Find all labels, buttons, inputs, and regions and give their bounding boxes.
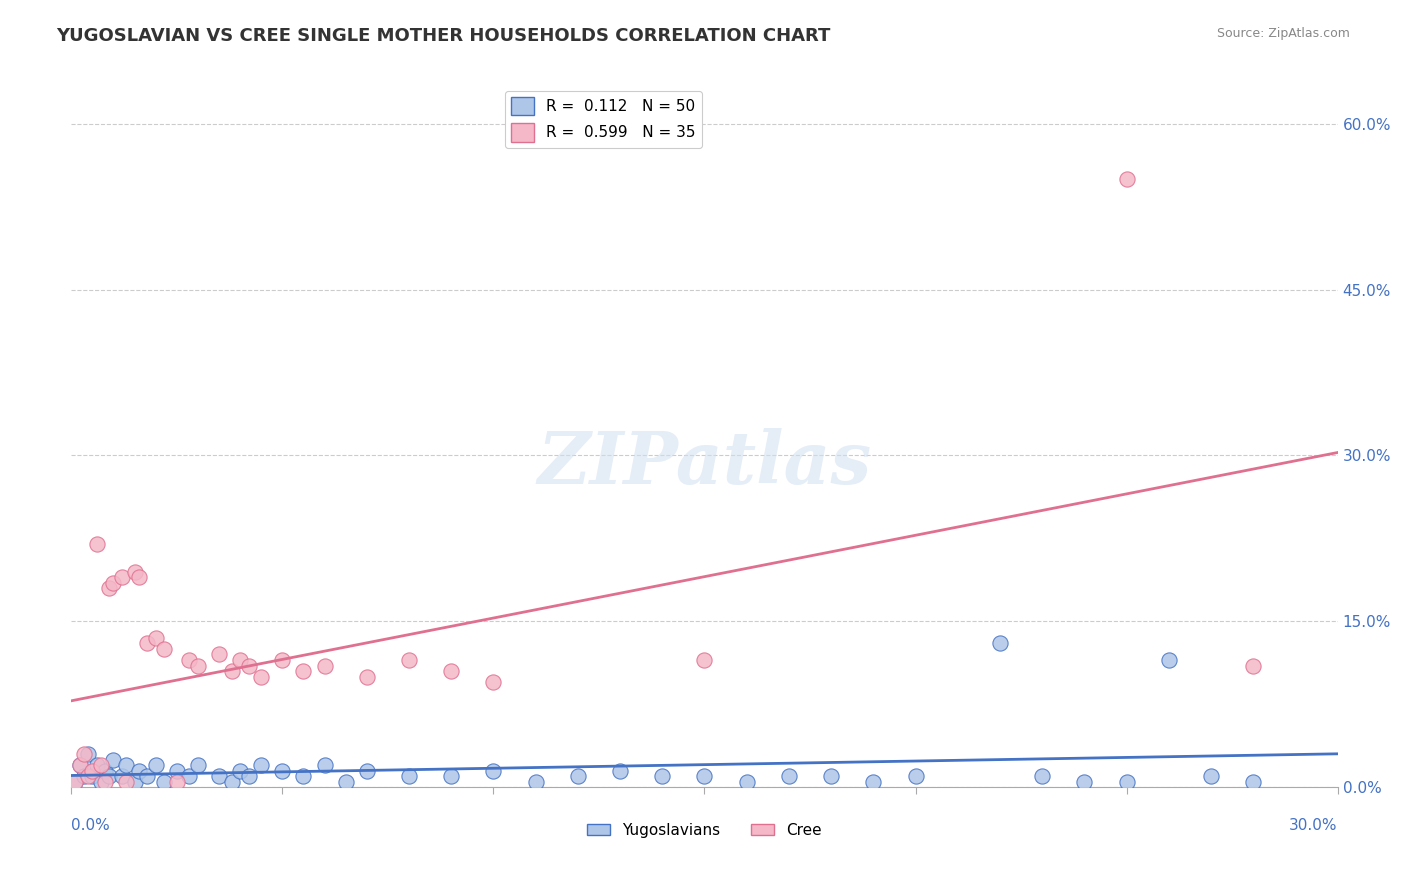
Point: [153, 642, 176, 657]
Point: [314, 658, 336, 673]
Point: [693, 653, 716, 667]
Point: [221, 664, 243, 678]
Point: [238, 769, 260, 783]
Text: 0.0%: 0.0%: [72, 818, 110, 833]
Point: [111, 769, 134, 783]
Point: [292, 769, 315, 783]
Point: [77, 747, 100, 761]
Point: [128, 570, 150, 584]
Point: [208, 769, 231, 783]
Point: [98, 769, 121, 783]
Point: [1241, 658, 1264, 673]
Point: [567, 769, 589, 783]
Point: [482, 675, 505, 690]
Point: [90, 758, 112, 772]
Point: [988, 636, 1011, 650]
Point: [65, 774, 87, 789]
Point: [221, 774, 243, 789]
Point: [398, 653, 420, 667]
Point: [1115, 172, 1137, 186]
Point: [115, 774, 138, 789]
Point: [735, 774, 758, 789]
Point: [229, 653, 252, 667]
Point: [250, 670, 273, 684]
Point: [292, 664, 315, 678]
Text: Source: ZipAtlas.com: Source: ZipAtlas.com: [1216, 27, 1350, 40]
Point: [103, 752, 125, 766]
Point: [86, 758, 108, 772]
Text: YUGOSLAVIAN VS CREE SINGLE MOTHER HOUSEHOLDS CORRELATION CHART: YUGOSLAVIAN VS CREE SINGLE MOTHER HOUSEH…: [56, 27, 831, 45]
Point: [1199, 769, 1222, 783]
Point: [103, 575, 125, 590]
Point: [208, 648, 231, 662]
Point: [179, 769, 201, 783]
Point: [124, 565, 146, 579]
Point: [820, 769, 842, 783]
Point: [904, 769, 927, 783]
Point: [440, 769, 463, 783]
Point: [1073, 774, 1095, 789]
Point: [98, 581, 121, 595]
Point: [356, 670, 378, 684]
Point: [862, 774, 884, 789]
Point: [94, 764, 117, 778]
Point: [693, 769, 716, 783]
Point: [609, 764, 631, 778]
Point: [153, 774, 176, 789]
Point: [124, 774, 146, 789]
Text: 30.0%: 30.0%: [1289, 818, 1337, 833]
Point: [187, 758, 209, 772]
Text: ZIPatlas: ZIPatlas: [537, 428, 872, 500]
Point: [94, 774, 117, 789]
Point: [90, 774, 112, 789]
Point: [145, 631, 167, 645]
Point: [136, 636, 159, 650]
Point: [69, 758, 91, 772]
Point: [82, 769, 104, 783]
Point: [440, 664, 463, 678]
Point: [314, 758, 336, 772]
Point: [1031, 769, 1053, 783]
Point: [82, 764, 104, 778]
Point: [166, 774, 188, 789]
Point: [128, 764, 150, 778]
Point: [271, 764, 294, 778]
Point: [524, 774, 547, 789]
Point: [356, 764, 378, 778]
Point: [179, 653, 201, 667]
Point: [73, 769, 96, 783]
Point: [115, 758, 138, 772]
Point: [187, 658, 209, 673]
Point: [136, 769, 159, 783]
Point: [65, 774, 87, 789]
Point: [271, 653, 294, 667]
Point: [778, 769, 800, 783]
Point: [335, 774, 357, 789]
Point: [238, 658, 260, 673]
Point: [1115, 774, 1137, 789]
Point: [73, 747, 96, 761]
Point: [86, 537, 108, 551]
Point: [77, 769, 100, 783]
Point: [166, 764, 188, 778]
Point: [69, 758, 91, 772]
Point: [398, 769, 420, 783]
Point: [111, 570, 134, 584]
Point: [229, 764, 252, 778]
Point: [651, 769, 673, 783]
Legend: Yugoslavians, Cree: Yugoslavians, Cree: [581, 817, 828, 844]
Point: [250, 758, 273, 772]
Point: [1157, 653, 1180, 667]
Point: [482, 764, 505, 778]
Point: [1241, 774, 1264, 789]
Point: [145, 758, 167, 772]
